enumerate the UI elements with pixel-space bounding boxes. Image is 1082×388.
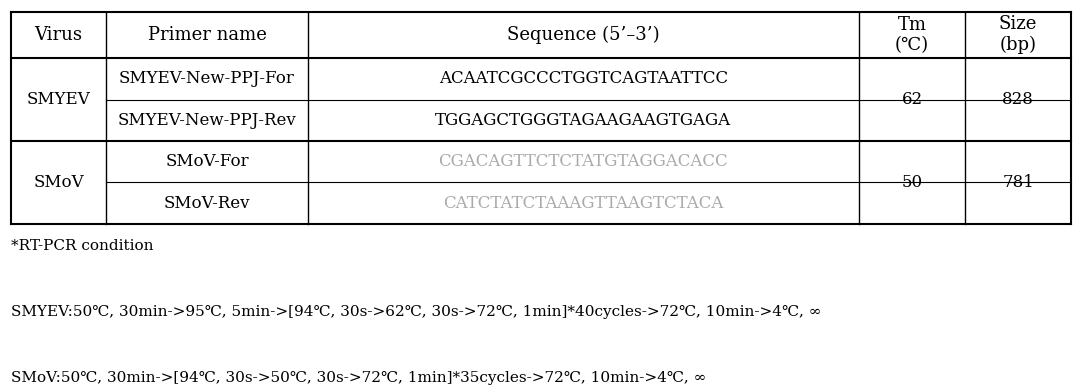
Text: 62: 62 xyxy=(901,91,923,108)
Text: 50: 50 xyxy=(901,174,923,191)
Text: SMoV-For: SMoV-For xyxy=(166,153,249,170)
Text: SMYEV: SMYEV xyxy=(27,91,91,108)
Text: 781: 781 xyxy=(1002,174,1034,191)
Text: 828: 828 xyxy=(1002,91,1034,108)
Text: Virus: Virus xyxy=(35,26,82,44)
Text: SMoV-Rev: SMoV-Rev xyxy=(163,195,250,211)
Text: ACAATCGCCCTGGTCAGTAATTCC: ACAATCGCCCTGGTCAGTAATTCC xyxy=(439,71,728,87)
Text: SMYEV-New-PPJ-For: SMYEV-New-PPJ-For xyxy=(119,71,295,87)
Text: TGGAGCTGGGTAGAAGAAGTGAGA: TGGAGCTGGGTAGAAGAAGTGAGA xyxy=(435,112,731,129)
Text: CGACAGTTCTCTATGTAGGACACC: CGACAGTTCTCTATGTAGGACACC xyxy=(438,153,728,170)
Text: SMYEV:50℃, 30min->95℃, 5min->[94℃, 30s->62℃, 30s->72℃, 1min]*40cycles->72℃, 10mi: SMYEV:50℃, 30min->95℃, 5min->[94℃, 30s->… xyxy=(11,305,821,319)
Text: SMYEV-New-PPJ-Rev: SMYEV-New-PPJ-Rev xyxy=(118,112,296,129)
Text: CATCTATCTAAAGTTAAGTCTACA: CATCTATCTAAAGTTAAGTCTACA xyxy=(444,195,724,211)
Text: Size
(bp): Size (bp) xyxy=(999,16,1038,54)
Text: Tm
(℃): Tm (℃) xyxy=(895,16,929,54)
Text: Sequence (5’–3’): Sequence (5’–3’) xyxy=(507,26,660,44)
Text: Primer name: Primer name xyxy=(147,26,266,44)
Text: SMoV:50℃, 30min->[94℃, 30s->50℃, 30s->72℃, 1min]*35cycles->72℃, 10min->4℃, ∞: SMoV:50℃, 30min->[94℃, 30s->50℃, 30s->72… xyxy=(11,371,707,385)
Text: *RT-PCR condition: *RT-PCR condition xyxy=(11,239,154,253)
Text: SMoV: SMoV xyxy=(34,174,83,191)
